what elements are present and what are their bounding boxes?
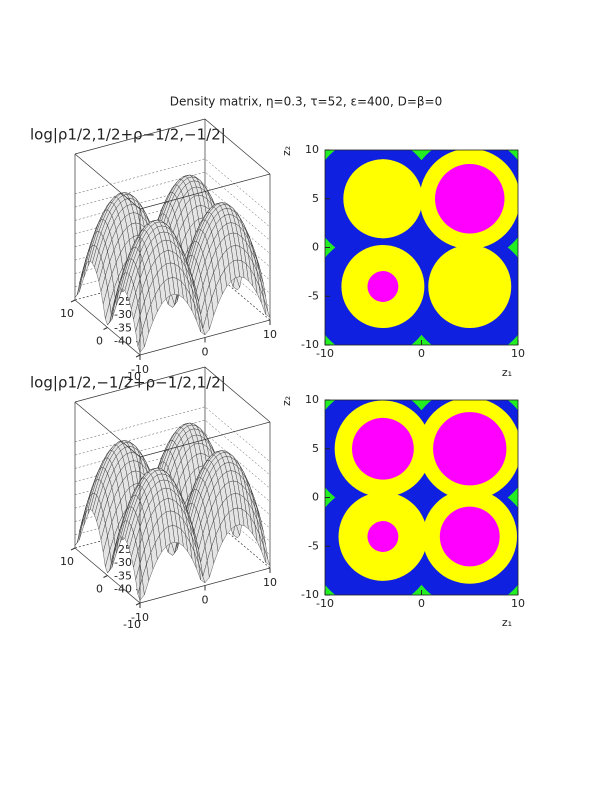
tick-mark <box>70 547 76 551</box>
x-tick-label: 10 <box>263 576 277 589</box>
box-edge <box>204 118 271 175</box>
z-tick-label: -30 <box>114 308 132 321</box>
y-tick-label: 0 <box>312 241 319 254</box>
box-edge <box>139 421 271 458</box>
box-edge <box>139 173 271 210</box>
region-magenta <box>367 271 399 302</box>
tick-mark <box>103 575 108 578</box>
region-magenta <box>433 412 507 486</box>
y-tick-label: 0 <box>312 491 319 504</box>
y-axis-label: z₂ <box>280 396 293 406</box>
y-tick-label: -5 <box>308 289 319 302</box>
grid-line <box>74 158 271 215</box>
y-axis-label: z₂ <box>280 146 293 156</box>
surface-title: log|ρ1/2,1/2+ρ−1/2,−1/2| <box>30 126 226 144</box>
x-tick-label: 10 <box>511 597 525 610</box>
x-tick-label: 0 <box>202 346 209 359</box>
surface-mesh <box>74 174 271 353</box>
y-tick-label: 0 <box>96 583 103 596</box>
x-tick-label: 10 <box>263 328 277 341</box>
region-magenta <box>439 506 500 567</box>
z-tick-label: -35 <box>114 569 132 582</box>
x-tick-label: -10 <box>131 611 149 624</box>
y-tick-label: 10 <box>60 555 74 568</box>
x-tick-label: 0 <box>418 597 425 610</box>
region-yellow <box>343 159 423 239</box>
x-tick-label: 0 <box>202 594 209 607</box>
y-tick-label: -10 <box>301 588 319 601</box>
y-tick-label: -5 <box>308 539 319 552</box>
tick-mark <box>70 299 76 303</box>
y-tick-label: -10 <box>123 370 141 383</box>
mesh-cell <box>137 578 145 601</box>
mesh-cell <box>79 264 87 292</box>
mesh-cell <box>137 330 145 353</box>
x-axis-label: z₁ <box>502 616 512 629</box>
grid-line <box>74 406 271 463</box>
surface-title: log|ρ1/2,−1/2+ρ−1/2,1/2| <box>30 374 226 392</box>
y-tick-label: 10 <box>305 393 319 406</box>
region-magenta <box>435 164 505 234</box>
y-tick-label: 10 <box>305 143 319 156</box>
x-axis-label: z₁ <box>502 366 512 379</box>
box-edge <box>204 366 271 423</box>
surface-mesh <box>74 422 271 601</box>
y-tick-label: -10 <box>301 338 319 351</box>
box-edge <box>74 401 141 458</box>
contour-regions <box>325 150 518 345</box>
box-edge <box>74 366 206 403</box>
x-tick-label: -10 <box>316 347 334 360</box>
y-tick-label: -10 <box>123 618 141 631</box>
region-magenta <box>352 417 414 480</box>
y-tick-label: 0 <box>96 335 103 348</box>
box-edge <box>74 118 206 155</box>
y-tick-label: 5 <box>312 442 319 455</box>
region-magenta <box>367 521 399 552</box>
y-tick-label: 5 <box>312 192 319 205</box>
z-tick-label: -30 <box>114 556 132 569</box>
mesh-cell <box>79 512 87 540</box>
x-tick-label: -10 <box>316 597 334 610</box>
tick-mark <box>103 327 108 330</box>
tick-mark <box>135 602 141 606</box>
region-yellow <box>428 245 512 328</box>
y-tick-label: 10 <box>60 307 74 320</box>
tick-mark <box>135 354 141 358</box>
z-tick-label: -35 <box>114 321 132 334</box>
box-edge <box>74 153 141 210</box>
x-tick-label: 10 <box>511 347 525 360</box>
figure-title: Density matrix, η=0.3, τ=52, ε=400, D=β=… <box>170 95 442 109</box>
x-tick-label: 0 <box>418 347 425 360</box>
x-tick-label: -10 <box>131 363 149 376</box>
contour-regions <box>325 400 518 595</box>
